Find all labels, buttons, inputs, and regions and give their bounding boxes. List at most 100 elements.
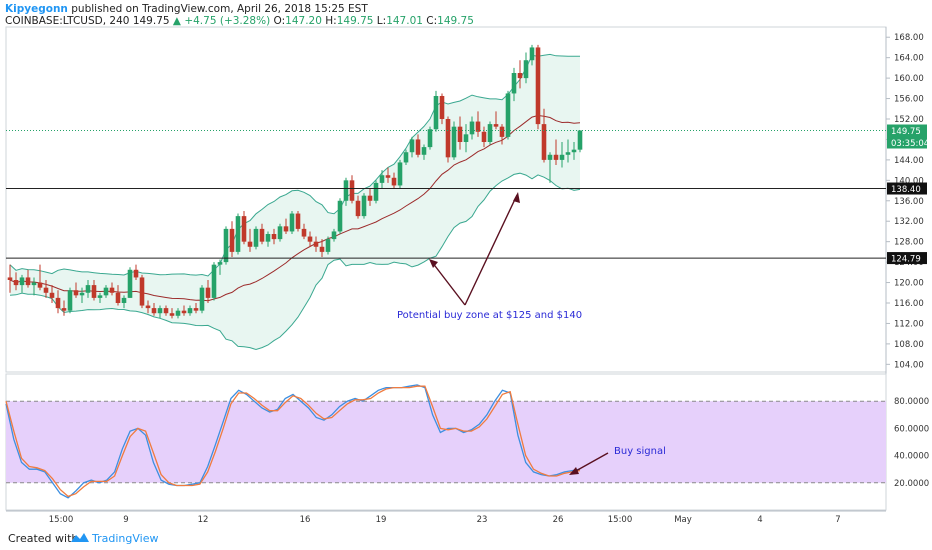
price-change: +4.75 (+3.28%): [184, 15, 271, 27]
price-label-box: [887, 124, 927, 137]
candle: [295, 213, 301, 229]
candle: [241, 216, 247, 242]
buy-zone-annotation: Potential buy zone at $125 and $140: [397, 310, 582, 321]
candle: [535, 47, 541, 125]
candle: [259, 228, 265, 242]
annotation-arrow: [464, 194, 518, 306]
candle: [265, 234, 271, 242]
x-tick-label: 15:00: [49, 515, 74, 525]
y-tick-label: 144.00: [894, 156, 924, 166]
published-text: published on TradingView.com, April 26, …: [71, 3, 368, 15]
price-label-box: [887, 136, 927, 149]
stoch-d-line: [5, 385, 581, 498]
candle: [523, 60, 529, 79]
candle: [223, 228, 229, 263]
last-price: 149.75: [132, 15, 170, 27]
y-tick-label: 160.00: [894, 74, 924, 84]
x-tick-label: May: [674, 515, 692, 525]
candle: [511, 73, 517, 94]
candle: [451, 126, 457, 158]
stoch-tick-label: 40.0000: [894, 452, 929, 462]
candle: [187, 308, 193, 314]
arrow-head-icon: [569, 467, 579, 475]
candle: [247, 241, 253, 247]
candle: [547, 154, 553, 160]
annotation-arrow: [431, 261, 466, 306]
price-label: 149.75: [891, 127, 921, 137]
up-triangle-icon: ▲: [172, 15, 181, 27]
candle: [163, 308, 169, 314]
header-line-2: COINBASE:LTCUSD, 240 149.75 ▲ +4.75 (+3.…: [5, 15, 474, 27]
candle: [577, 130, 583, 150]
candle: [415, 139, 421, 155]
candle: [457, 126, 463, 142]
candle: [559, 154, 565, 160]
y-tick-label: 128.00: [894, 238, 924, 248]
candle: [61, 308, 67, 311]
candle: [13, 280, 19, 286]
candle: [115, 292, 121, 303]
tradingview-brand[interactable]: TradingView: [92, 532, 159, 545]
candle: [151, 308, 157, 314]
price-label: 124.79: [891, 255, 921, 265]
header-line-1: Kipyegonn published on TradingView.com, …: [5, 3, 368, 15]
candle: [157, 308, 163, 314]
footer: Created with TradingView: [0, 528, 932, 550]
x-tick-label: 7: [835, 515, 840, 525]
price-label-box: [887, 182, 927, 195]
x-tick-label: 4: [757, 515, 762, 525]
y-tick-label: 168.00: [894, 33, 924, 43]
x-tick-label: 12: [198, 515, 209, 525]
buy-signal-annotation: Buy signal: [614, 446, 666, 457]
buy-signal-arrow: [573, 452, 609, 473]
candle: [43, 287, 49, 293]
open-label: O:: [273, 15, 286, 27]
candle: [307, 236, 313, 242]
low-label: L:: [376, 15, 387, 27]
y-tick-label: 140.00: [894, 176, 924, 186]
arrow-head-icon: [429, 259, 438, 268]
candle: [319, 246, 325, 252]
x-tick-label: 9: [123, 515, 128, 525]
candle: [175, 310, 181, 316]
high-label: H:: [325, 15, 337, 27]
candle: [475, 121, 481, 132]
author-name[interactable]: Kipyegonn: [5, 3, 68, 15]
stoch-tick-label: 20.0000: [894, 479, 929, 489]
candle: [7, 277, 13, 280]
y-tick-label: 152.00: [894, 115, 924, 125]
candle: [229, 228, 235, 252]
candle: [487, 124, 493, 142]
candle: [67, 290, 73, 311]
candle: [85, 285, 91, 293]
y-tick-label: 112.00: [894, 319, 924, 329]
candle: [529, 47, 535, 61]
candle: [469, 121, 475, 135]
candle: [205, 287, 211, 298]
candle: [19, 277, 25, 286]
candle: [427, 129, 433, 148]
stoch-tick-label: 60.0000: [894, 424, 929, 434]
candle: [463, 134, 469, 142]
candle: [379, 175, 385, 183]
candle: [73, 290, 79, 296]
candle: [289, 213, 295, 232]
candle: [325, 239, 331, 252]
bollinger-lower: [9, 172, 581, 351]
candle: [517, 73, 523, 79]
symbol-label: COINBASE:LTCUSD, 240: [5, 15, 130, 27]
candle: [391, 177, 397, 186]
candle: [481, 131, 487, 142]
candle: [337, 200, 343, 232]
stoch-tick-label: 80.0000: [894, 397, 929, 407]
candle: [55, 297, 61, 309]
candle: [121, 297, 127, 303]
y-tick-label: 116.00: [894, 299, 924, 309]
candle: [361, 195, 367, 217]
candle: [349, 180, 355, 201]
price-label: 138.40: [891, 185, 921, 195]
chart-area[interactable]: 168.00164.00160.00156.00152.00148.00144.…: [0, 0, 932, 528]
candle: [385, 175, 391, 178]
candle: [331, 231, 337, 240]
candle: [271, 234, 277, 240]
